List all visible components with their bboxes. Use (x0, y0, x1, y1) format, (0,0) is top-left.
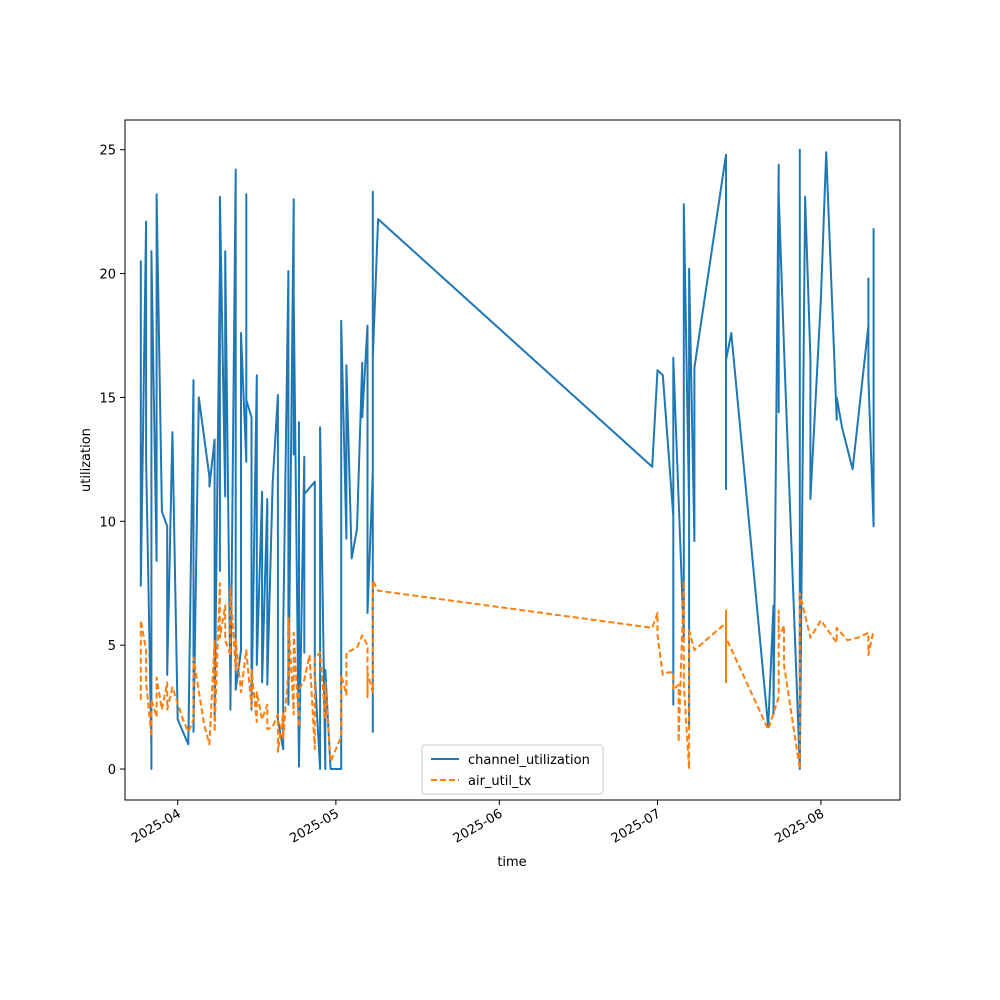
plot-frame (124, 119, 901, 801)
y-tick-label: 15 (99, 391, 116, 406)
y-tick-label: 25 (99, 144, 116, 159)
legend: channel_utilization air_util_tx (421, 744, 604, 795)
y-tick-label: 5 (108, 639, 116, 654)
y-axis: 0 5 10 15 20 25 (99, 144, 125, 778)
y-axis-label: utilization (79, 428, 94, 492)
series-line-air_util_tx (139, 579, 875, 770)
y-tick-label: 10 (99, 515, 116, 530)
y-tick-label: 0 (108, 763, 116, 778)
legend-label-channel_utilization: channel_utilization (468, 753, 590, 768)
legend-label-air_util_tx: air_util_tx (468, 774, 532, 789)
legend-box (421, 744, 604, 795)
y-tick-label: 20 (99, 268, 116, 283)
series-layer (139, 148, 875, 770)
x-axis-label: time (497, 855, 526, 870)
